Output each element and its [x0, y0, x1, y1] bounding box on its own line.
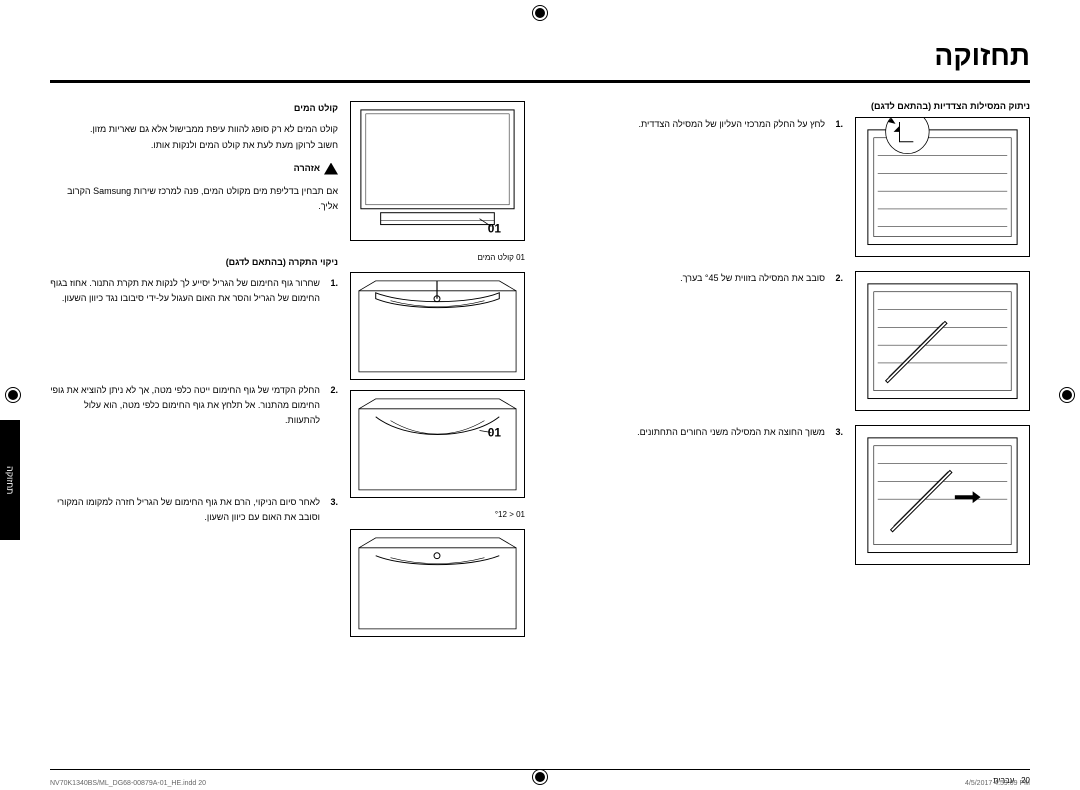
figure-water-collector: 01 — [350, 101, 525, 241]
water-collector-diagram: 01 — [351, 102, 524, 240]
paragraph-1: קולט המים לא רק סופג להוות עיפת ממבישול … — [50, 122, 338, 137]
ceiling-step2-diagram: 01 — [351, 391, 524, 498]
ceiling-steps-list-3: לאחר סיום הניקוי, הרם את גוף החימום של ה… — [50, 495, 338, 526]
title-rule — [50, 80, 1030, 83]
rail-step-2: סובב את המסילה בזווית של °45 בערך. — [555, 271, 843, 286]
ceiling-step1-diagram — [351, 273, 524, 380]
rail-list-3: משוך החוצה את המסילה משני החורים התחתוני… — [555, 425, 843, 440]
rail-list-2: סובב את המסילה בזווית של °45 בערך. — [555, 271, 843, 286]
column-right: 01 01 קולט המים — [50, 101, 525, 637]
rail-step1-diagram — [856, 118, 1029, 256]
warning-label: אזהרה — [294, 161, 338, 176]
page-title: תחזוקה — [50, 40, 1030, 72]
figure-caption-1: 01 קולט המים — [350, 253, 525, 262]
figure-caption-2: 01 < °12 — [350, 510, 525, 519]
paragraph-2: חשוב לרוקן מעת לעת את קולט המים ולנקות א… — [50, 138, 338, 153]
heading-side-rails: ניתוק המסילות הצדדיות (בהתאם לדגם) — [555, 101, 1030, 111]
rail-step2-diagram — [856, 272, 1029, 410]
rail-list-1: לחץ על החלק המרכזי העליון של המסילה הצדד… — [555, 117, 843, 132]
figure-rail-step2 — [855, 271, 1030, 411]
ceiling-step3-diagram — [351, 530, 524, 637]
crop-mark-left — [5, 387, 21, 403]
crop-mark-right — [1059, 387, 1075, 403]
ceiling-steps-list-2: החלק הקדמי של גוף החימום ייטה כלפי מטה, … — [50, 383, 338, 429]
figure-rail-step1 — [855, 117, 1030, 257]
ceiling-step-2: החלק הקדמי של גוף החימום ייטה כלפי מטה, … — [50, 383, 338, 429]
figure-ceiling-step1 — [350, 272, 525, 380]
warning-text: אם תבחין בדליפת מים מקולט המים, פנה למרכ… — [50, 184, 338, 215]
heading-water-collector: קולט המים — [50, 101, 338, 116]
ceiling-step-3: לאחר סיום הניקוי, הרם את גוף החימום של ה… — [50, 495, 338, 526]
footer-filename: NV70K1340BS/ML_DG68-00879A-01_HE.indd 20 — [50, 780, 206, 787]
ceiling-step-1: שחרור גוף החימום של הגריל יסייע לך לנקות… — [50, 276, 338, 307]
crop-mark-top — [532, 5, 548, 21]
column-left: ניתוק המסילות הצדדיות (בהתאם לדגם) — [555, 101, 1030, 637]
rail-step-1: לחץ על החלק המרכזי העליון של המסילה הצדד… — [555, 117, 843, 132]
side-tab: תחזוקה — [0, 420, 20, 540]
footer-date: 4/5/2017 4:59:09 PM — [965, 780, 1030, 787]
content-columns: 01 01 קולט המים — [50, 101, 1030, 637]
figure-ceiling-step2: 01 — [350, 390, 525, 498]
figure-ceiling-step3 — [350, 529, 525, 637]
figure-rail-step3 — [855, 425, 1030, 565]
heading-ceiling-clean: ניקוי התקרה (בהתאם לדגם) — [50, 255, 338, 270]
rail-step3-diagram — [856, 426, 1029, 564]
rail-step-3: משוך החוצה את המסילה משני החורים התחתוני… — [555, 425, 843, 440]
crop-mark-bottom — [532, 769, 548, 785]
svg-text:01: 01 — [488, 221, 502, 235]
footer-rule — [50, 769, 1030, 770]
ceiling-steps-list: שחרור גוף החימום של הגריל יסייע לך לנקות… — [50, 276, 338, 307]
warning-label-text: אזהרה — [294, 161, 320, 176]
